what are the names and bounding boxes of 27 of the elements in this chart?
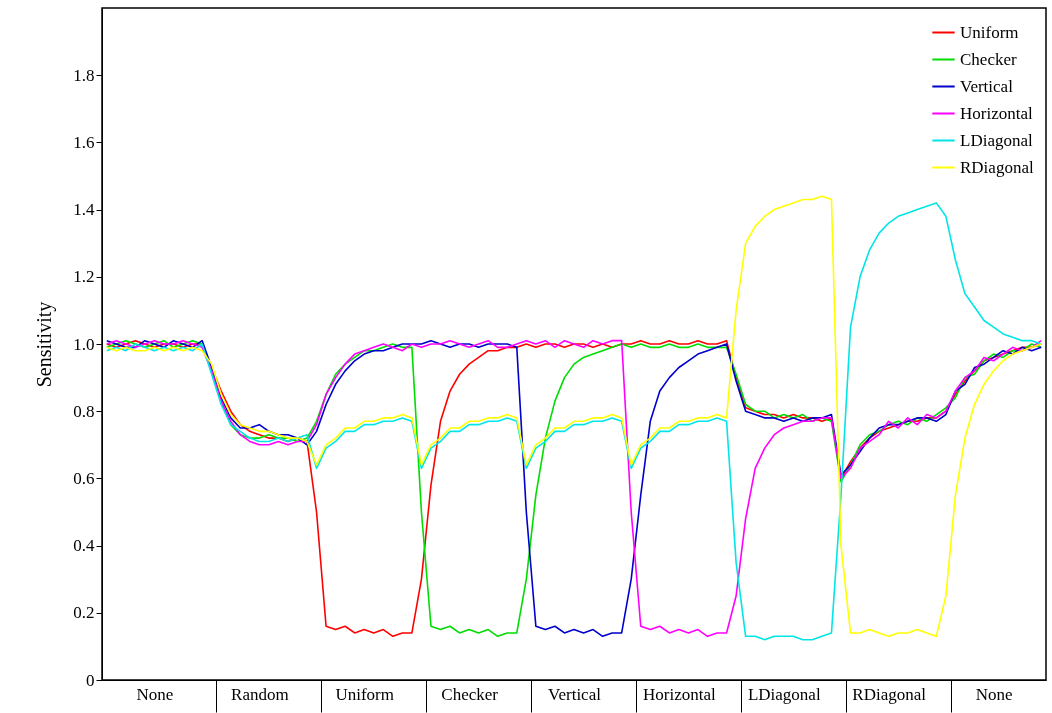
legend-label: Vertical [960,76,1014,96]
legend-label: Uniform [960,22,1019,42]
x-tick-label: Random [231,684,289,704]
y-tick-label: 1.0 [73,334,95,354]
x-tick-label: Checker [441,684,499,704]
y-tick-label: 1.4 [73,200,95,220]
y-tick-label: 0.2 [73,603,95,623]
y-tick-label: 1.2 [73,267,95,287]
x-tick-label: RDiagonal [852,684,927,704]
legend-label: LDiagonal [960,130,1033,150]
x-tick-label: Uniform [335,684,394,704]
x-tick-label: LDiagonal [747,684,821,704]
legend-label: Horizontal [960,103,1033,123]
y-tick-label: 1.8 [73,65,95,85]
x-tick-label: None [136,684,174,704]
y-tick-label: 0.8 [73,401,95,421]
legend-label: RDiagonal [960,157,1034,177]
y-tick-label: 0.6 [73,468,95,488]
x-tick-label: Vertical [548,684,602,704]
y-tick-label: 1.6 [73,132,95,152]
legend-label: Checker [960,49,1017,69]
y-axis-title: Sensitivity [33,301,57,388]
y-tick-label: 0 [86,670,95,690]
y-tick-label: 0.4 [73,536,95,556]
line-series [105,339,1043,638]
x-tick-label: None [975,684,1013,704]
x-tick-label: Horizontal [643,684,717,704]
